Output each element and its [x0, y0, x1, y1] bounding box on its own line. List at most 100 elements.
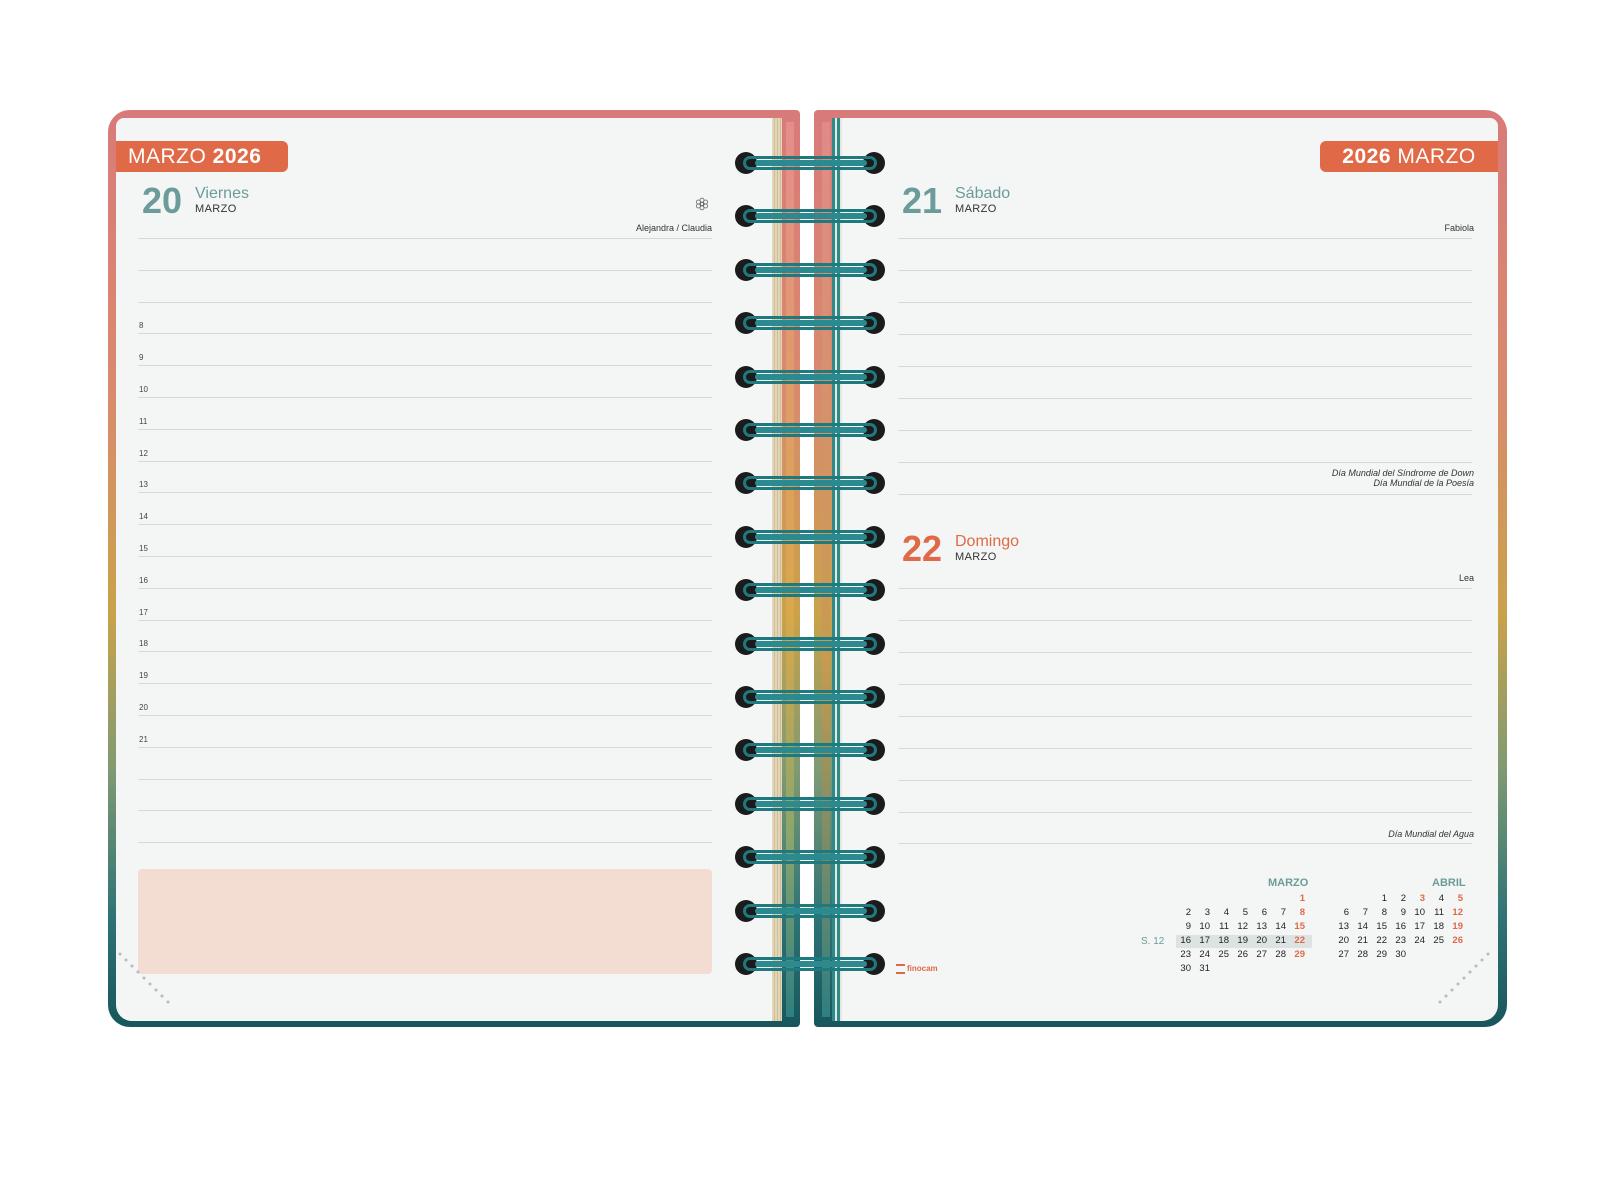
mini-cal-day: 17	[1414, 921, 1425, 932]
ruled-line	[898, 270, 1472, 271]
ring-wire	[743, 423, 877, 437]
ring-wire	[755, 961, 867, 967]
mini-cal-day: 21	[1275, 935, 1286, 946]
month-tab-left-year: 2026	[212, 145, 262, 168]
mini-cal-day: 16	[1180, 935, 1191, 946]
month-tab-right-month: MARZO	[1397, 145, 1476, 168]
ruled-line	[138, 779, 712, 780]
mini-cal-day: 5	[1457, 893, 1463, 904]
hour-label: 20	[139, 703, 148, 712]
mini-cal-day: 7	[1362, 907, 1368, 918]
day-number-22: 22	[902, 528, 943, 569]
mini-cal-day: 6	[1343, 907, 1349, 918]
spine-divider-right	[822, 122, 830, 1017]
mini-cal-day: 8	[1299, 907, 1305, 918]
ring-wire	[743, 904, 877, 918]
ring-wire	[755, 641, 867, 647]
ruled-line	[898, 462, 1472, 463]
ring-wire	[743, 316, 877, 330]
spiral-ring	[735, 793, 885, 815]
hour-label: 19	[139, 671, 148, 680]
mini-cal-day: 20	[1256, 935, 1267, 946]
mini-cal-day: 30	[1395, 949, 1406, 960]
mini-cal-day: 22	[1376, 935, 1387, 946]
mini-cal-day: 1	[1299, 893, 1305, 904]
ruled-line	[138, 683, 712, 684]
mini-cal-day: 27	[1256, 949, 1267, 960]
ruled-line	[138, 524, 712, 525]
right-page	[842, 118, 1498, 1021]
mini-cal-day: 10	[1414, 907, 1425, 918]
mini-cal-day: 1	[1381, 893, 1387, 904]
mini-cal-title-marzo: MARZO	[1268, 877, 1309, 889]
day-name-viernes: Viernes	[195, 185, 249, 202]
mini-cal-day: 13	[1256, 921, 1267, 932]
ring-wire	[743, 743, 877, 757]
ruled-line	[898, 780, 1472, 781]
current-week-highlight	[1176, 935, 1312, 948]
mini-cal-day: 22	[1294, 935, 1305, 946]
mini-cal-day: 24	[1199, 949, 1210, 960]
mini-cal-day: 5	[1242, 907, 1248, 918]
ruled-line	[898, 494, 1472, 495]
mini-cal-day: 9	[1185, 921, 1191, 932]
spine-divider-left	[786, 122, 794, 1017]
ring-wire	[743, 370, 877, 384]
day-number-21: 21	[902, 180, 943, 221]
brand-name: finocam	[907, 964, 938, 974]
mini-cal-day: 10	[1199, 921, 1210, 932]
spiral-ring	[735, 472, 885, 494]
hour-label: 10	[139, 385, 148, 394]
mini-cal-day: 23	[1180, 949, 1191, 960]
month-tab-right: 2026 MARZO	[1320, 141, 1498, 172]
ring-wire	[743, 690, 877, 704]
ruled-line	[138, 302, 712, 303]
ring-wire	[755, 374, 867, 380]
ring-wire	[743, 209, 877, 223]
mini-cal-day: 23	[1395, 935, 1406, 946]
ring-wire	[755, 213, 867, 219]
event-poetry-day: Día Mundial de la Poesía	[1373, 478, 1474, 488]
ring-wire	[743, 156, 877, 170]
day-name-domingo: Domingo	[955, 533, 1020, 550]
ring-wire	[755, 534, 867, 540]
mini-cal-day: 31	[1199, 963, 1210, 974]
ring-wire	[743, 850, 877, 864]
spiral-ring	[735, 366, 885, 388]
spiral-ring	[735, 152, 885, 174]
notes-box[interactable]	[138, 869, 712, 974]
ring-wire	[755, 160, 867, 166]
hour-label: 17	[139, 608, 148, 617]
hour-label: 13	[139, 480, 148, 489]
ruled-line	[898, 366, 1472, 367]
ring-wire	[743, 797, 877, 811]
ruled-line	[898, 334, 1472, 335]
ruled-line	[898, 748, 1472, 749]
saints-left: Alejandra / Claudia	[635, 223, 712, 233]
mini-cal-day: 28	[1275, 949, 1286, 960]
ruled-line	[898, 238, 1472, 239]
ruled-line	[898, 716, 1472, 717]
ruled-line	[898, 652, 1472, 653]
ring-wire	[755, 908, 867, 914]
ring-wire	[755, 801, 867, 807]
hour-label: 12	[139, 449, 148, 458]
mini-cal-day: 29	[1376, 949, 1387, 960]
hour-label: 15	[139, 544, 148, 553]
ruled-line	[138, 556, 712, 557]
hour-label: 14	[139, 512, 148, 521]
mini-cal-day: 13	[1338, 921, 1349, 932]
mini-cal-day: 25	[1433, 935, 1444, 946]
mini-cal-day: 19	[1452, 921, 1463, 932]
ruled-line	[138, 270, 712, 271]
ruled-line	[898, 588, 1472, 589]
page-edges-left	[772, 118, 782, 1021]
mini-cal-day: 4	[1438, 893, 1444, 904]
mini-cal-day: 11	[1434, 907, 1444, 918]
saints-21: Fabiola	[1444, 223, 1474, 233]
day-month-22: MARZO	[955, 551, 997, 563]
ruled-line	[898, 398, 1472, 399]
mini-cal-day: 18	[1433, 921, 1444, 932]
brand-logo: finocam	[896, 964, 938, 974]
day-number-20: 20	[142, 180, 183, 221]
